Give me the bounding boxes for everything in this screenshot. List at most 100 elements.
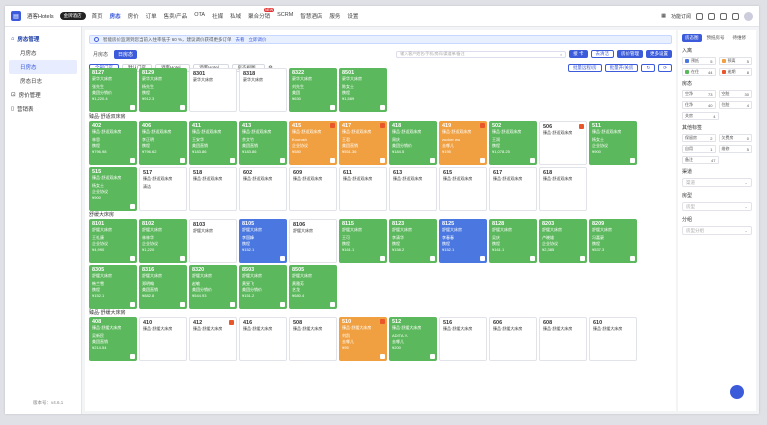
room-card[interactable]: 610 臻品·舒缓大床房	[589, 317, 637, 361]
room-card[interactable]: 517 臻品·舒适双床房 清洁	[139, 167, 187, 211]
room-card[interactable]: 617 臻品·舒适双床房	[489, 167, 537, 211]
search-input[interactable]: 输入客户姓名/手机/房间/渠道单/备注 ⌕	[396, 50, 567, 58]
nav-item[interactable]: 智慧酒店	[300, 14, 323, 20]
stat-box[interactable]: 预离 5	[718, 57, 752, 65]
room-card[interactable]: 8128 舒缓大床房 吴庆 携程 ¥161.1	[489, 219, 537, 263]
room-card[interactable]: 411 臻品·舒适双床房 王安华 美团直销 ¥183.86	[189, 121, 237, 165]
sync-button[interactable]: ⟳	[658, 63, 672, 72]
room-card[interactable]: 412 臻品·舒缓大床房	[189, 317, 237, 361]
room-card[interactable]: 511 臻品·舒适双床房 杨女士 企业协议 ¥900	[589, 121, 637, 165]
room-card[interactable]: 410 臻品·舒缓大床房	[139, 317, 187, 361]
room-card[interactable]: 8115 舒缓大床房 王可 携程 ¥161.1	[339, 219, 387, 263]
feature-subscribe-link[interactable]: 功能订阅	[670, 13, 691, 20]
clean-button[interactable]: 去清洁	[590, 50, 614, 58]
room-card[interactable]: 8103 舒缓大床房	[189, 219, 237, 263]
help-icon[interactable]	[708, 12, 715, 20]
room-card[interactable]: 8305 舒缓大床房 韩兰雪 携程 ¥152.1	[89, 265, 137, 309]
room-card[interactable]: 417 臻品·舒适双床房 王君 美团直销 ¥551.36	[339, 121, 387, 165]
room-card[interactable]: 402 臻品·舒适双床房 林思 携程 ¥796.98	[89, 121, 137, 165]
chat-support-icon[interactable]	[730, 385, 744, 399]
nav-item[interactable]: 聚合分销 NEW	[248, 8, 275, 20]
nav-item[interactable]: 服务	[329, 14, 341, 20]
room-card[interactable]: 8105 舒缓大床房 李国峰 携程 ¥152.1	[239, 219, 287, 263]
room-card[interactable]: 8129 豪华大床房 杨先生 携程 ¥912.3	[139, 68, 187, 112]
refresh-icon[interactable]	[720, 12, 727, 20]
stat-box[interactable]: 关房 4	[682, 112, 719, 120]
app-logo-icon[interactable]: ▤	[11, 11, 21, 21]
stat-box[interactable]: 维修 5	[718, 145, 752, 153]
nav-item[interactable]: SCRM	[277, 12, 294, 18]
room-card[interactable]: 413 臻品·舒适双床房 余文竹 美团直销 ¥183.86	[239, 121, 287, 165]
notice-view-link[interactable]: 去看	[235, 36, 245, 42]
stat-box[interactable]: 备注 47	[682, 156, 719, 164]
price-manage-button[interactable]: 房价管理	[617, 50, 643, 58]
message-icon[interactable]	[696, 12, 703, 20]
settings-icon[interactable]: ⚙	[268, 65, 272, 71]
room-card[interactable]: 408 臻品·舒缓大床房 吴新民 美团直销 ¥214.54	[89, 317, 137, 361]
room-card[interactable]: 8322 豪华大床房 刘先生 美团 ¥630	[289, 68, 337, 112]
nav-item[interactable]: 房态	[109, 14, 121, 20]
room-card[interactable]: 8301 豪华大床房	[189, 68, 237, 112]
room-card[interactable]: 8503 舒缓大床房 黄旻飞 美团分销价 ¥151.2	[239, 265, 287, 309]
sidebar-group-room-status[interactable]: ⌂ 房态管理	[11, 36, 40, 43]
avatar[interactable]	[744, 11, 753, 21]
stat-box[interactable]: 住净 40	[682, 101, 716, 109]
nav-item[interactable]: 房价	[127, 14, 139, 20]
batch-remote-button[interactable]: 批量远程/房	[567, 63, 602, 72]
room-card[interactable]: 8316 舒缓大床房 郑明翰 美团直销 ¥882.8	[139, 265, 187, 309]
right-tab[interactable]: 预抵房号	[706, 35, 725, 40]
batch-open-close-button[interactable]: 批量开/关房	[604, 63, 639, 72]
checkin-button[interactable]: 接 卡	[569, 50, 588, 58]
room-card[interactable]: 615 臻品·舒适双床房	[439, 167, 487, 211]
room-card[interactable]: 518 臻品·舒适双床房	[189, 167, 237, 211]
nav-item[interactable]: OTA	[194, 12, 206, 18]
room-card[interactable]: 8320 舒缓大床房 赵敏 美团分销价 ¥544.93	[189, 265, 237, 309]
room-card[interactable]: 606 臻品·舒缓大床房	[489, 317, 537, 361]
room-card[interactable]: 8127 豪华大床房 张先生 美团分销价 ¥1,220.4	[89, 68, 137, 112]
room-card[interactable]: 515 臻品·舒适双床房 杨女士 企业协议 ¥900	[89, 167, 137, 211]
tab-view[interactable]: 日房态	[114, 49, 138, 59]
room-card[interactable]: 8123 舒缓大床房 李清华 携程 ¥158.2	[389, 219, 437, 263]
group-select[interactable]: 房型分组 ⌄	[682, 226, 752, 235]
room-card[interactable]: 608 臻品·舒缓大床房	[539, 317, 587, 361]
room-card[interactable]: 516 臻品·舒缓大床房	[439, 317, 487, 361]
stat-box[interactable]: 自用 1	[682, 145, 716, 153]
channel-select[interactable]: 渠道 ⌄	[682, 178, 752, 187]
room-card[interactable]: 8101 舒缓大床房 王礼康 企业协议 ¥4,990	[89, 219, 137, 263]
room-card[interactable]: 602 臻品·舒适双床房	[239, 167, 287, 211]
room-card[interactable]: 416 臻品·舒缓大床房	[239, 317, 287, 361]
grid-icon[interactable]: ▦	[661, 13, 666, 19]
room-card[interactable]: 415 臻品·舒适双床房 Kourosh 企业协议 ¥580	[289, 121, 337, 165]
stat-box[interactable]: 在住 44	[682, 68, 716, 76]
bell-icon[interactable]	[732, 12, 739, 20]
stat-box[interactable]: 保留房 2	[682, 134, 716, 142]
nav-item[interactable]: 首页	[91, 14, 103, 20]
room-card[interactable]: 8505 舒缓大床房 黄雅芳 艺龙 ¥680.4	[289, 265, 337, 309]
nav-item[interactable]: 社媒	[212, 14, 224, 20]
stat-box[interactable]: 空脏 30	[718, 90, 752, 98]
room-type-select[interactable]: 房型 ⌄	[682, 202, 752, 211]
nav-item[interactable]: 设置	[347, 14, 359, 20]
refresh-button[interactable]: ↻	[641, 63, 656, 72]
sidebar-item[interactable]: 月房态	[20, 51, 37, 57]
stat-box[interactable]: 逾期 8	[718, 68, 752, 76]
room-card[interactable]: 8318 豪华大床房	[239, 68, 287, 112]
room-card[interactable]: 8102 舒缓大床房 林林华 企业协议 ¥1,220	[139, 219, 187, 263]
nav-item[interactable]: 私域	[230, 14, 242, 20]
sidebar-group-marketing[interactable]: ▯ 营销表	[11, 106, 34, 113]
room-card[interactable]: 418 臻品·舒适双床房 周庆 美团分销价 ¥184.5	[389, 121, 437, 165]
sidebar-group-price[interactable]: ⊡ 房价管理	[11, 92, 41, 99]
right-tab[interactable]: 待维修	[732, 35, 747, 40]
room-card[interactable]: 502 臻品·舒适双床房 王润 携程 ¥1,078.25	[489, 121, 537, 165]
room-card[interactable]: 8209 舒缓大床房 冯嘉豪 携程 ¥537.3	[589, 219, 637, 263]
room-card[interactable]: 618 臻品·舒适双床房	[539, 167, 587, 211]
room-card[interactable]: 508 臻品·舒缓大床房	[289, 317, 337, 361]
stat-box[interactable]: 欠费房 0	[718, 134, 752, 142]
room-card[interactable]: 8203 舒缓大床房 卢晓雄 企业协议 ¥2,385	[539, 219, 587, 263]
notice-adjust-link[interactable]: 立即调价	[248, 36, 267, 42]
room-card[interactable]: 611 臻品·舒适双床房	[339, 167, 387, 211]
room-card[interactable]: 613 臻品·舒适双床房	[389, 167, 437, 211]
room-card[interactable]: 8125 舒缓大床房 李春春 携程 ¥152.1	[439, 219, 487, 263]
room-card[interactable]: 8501 豪华大床房 陈女士 携程 ¥1,589	[339, 68, 387, 112]
tab-view[interactable]: 月房态	[93, 51, 109, 58]
